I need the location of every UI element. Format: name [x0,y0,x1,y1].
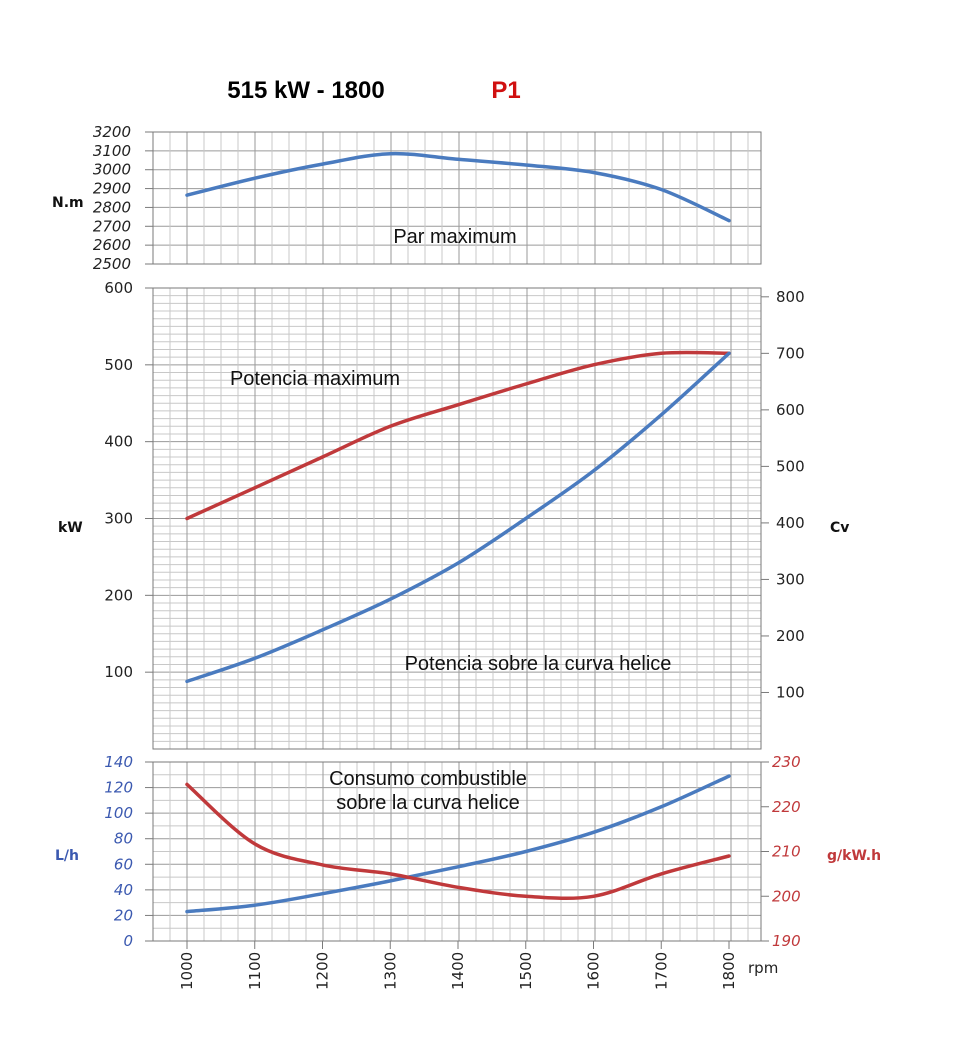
gridlines [153,131,761,942]
chart-title: 515 kW - 1800 [227,77,384,104]
consumption-left-tick: 60 [114,855,133,873]
axis-labels: N.m kW Cv L/h g/kW.h rpm [52,195,881,977]
annotation-consumo-line2: sobre la curva helice [336,792,519,814]
x-tick-label: 1700 [652,952,670,990]
x-tick-label: 1500 [517,952,535,990]
power-right-tick: 800 [776,288,805,306]
torque-y-tick: 2700 [93,217,131,235]
x-tick-label: 1100 [246,952,264,990]
torque-y-axis-label: N.m [52,195,84,211]
x-tick-label: 1000 [178,952,196,990]
power-propeller-series-line [185,351,731,684]
annotation-consumo-line1: Consumo combustible [329,768,527,790]
power-left-axis-label: kW [58,520,83,536]
annotations: Par maximum Potencia maximum Potencia so… [230,226,671,814]
torque-panel-frame [152,131,762,265]
x-tick-label: 1200 [314,952,332,990]
chart-code: P1 [491,77,520,104]
consumption-left-tick: 0 [123,932,133,950]
x-tick-label: 1400 [449,952,467,990]
torque-y-tick: 2900 [93,180,131,198]
power-right-tick: 500 [776,457,805,475]
power-right-tick: 100 [776,683,805,701]
torque-series-line [185,151,731,223]
power-max-series-line [185,350,731,521]
annotation-potencia-helice: Potencia sobre la curva helice [405,653,672,675]
consumption-right-tick: 210 [772,843,801,861]
torque-y-tick: 3000 [93,161,131,179]
consumption-left-tick: 20 [114,906,133,924]
torque-y-tick: 2600 [93,236,131,254]
consumption-right-axis-label: g/kW.h [827,848,881,864]
consumption-left-tick: 120 [104,779,133,797]
power-right-tick: 700 [776,344,805,362]
tick-labels: 2500260027002800290030003100320010020030… [93,123,805,990]
consumption-left-tick: 80 [114,830,133,848]
power-left-tick: 600 [104,279,133,297]
torque-y-tick: 3100 [93,142,131,160]
torque-y-tick: 2800 [93,198,131,216]
power-left-tick: 300 [104,510,133,528]
consumption-right-tick: 200 [772,887,801,905]
consumption-gkwh-series-line [185,782,731,901]
power-left-tick: 100 [104,663,133,681]
consumption-right-tick: 230 [772,753,801,771]
power-left-tick: 200 [104,586,133,604]
power-right-tick: 300 [776,570,805,588]
power-left-tick: 400 [104,433,133,451]
consumption-left-tick: 100 [104,804,133,822]
panel-frames [152,131,762,942]
series-lines [185,151,731,914]
power-right-axis-label: Cv [830,520,849,536]
power-left-tick: 500 [104,356,133,374]
torque-y-tick: 2500 [93,255,131,273]
consumption-lh-series-line [185,774,731,914]
consumption-left-tick: 40 [114,881,133,899]
annotation-par-maximum: Par maximum [393,226,516,248]
annotation-potencia-maximum: Potencia maximum [230,368,400,390]
power-right-tick: 400 [776,514,805,532]
x-tick-label: 1800 [720,952,738,990]
consumption-right-tick: 220 [772,798,801,816]
power-right-tick: 200 [776,627,805,645]
x-tick-label: 1300 [381,952,399,990]
torque-y-tick: 3200 [93,123,131,141]
x-axis-label: rpm [748,959,778,977]
consumption-left-tick: 140 [104,753,133,771]
consumption-left-axis-label: L/h [55,848,79,864]
consumption-right-tick: 190 [772,932,801,950]
power-right-tick: 600 [776,401,805,419]
x-tick-label: 1600 [585,952,603,990]
